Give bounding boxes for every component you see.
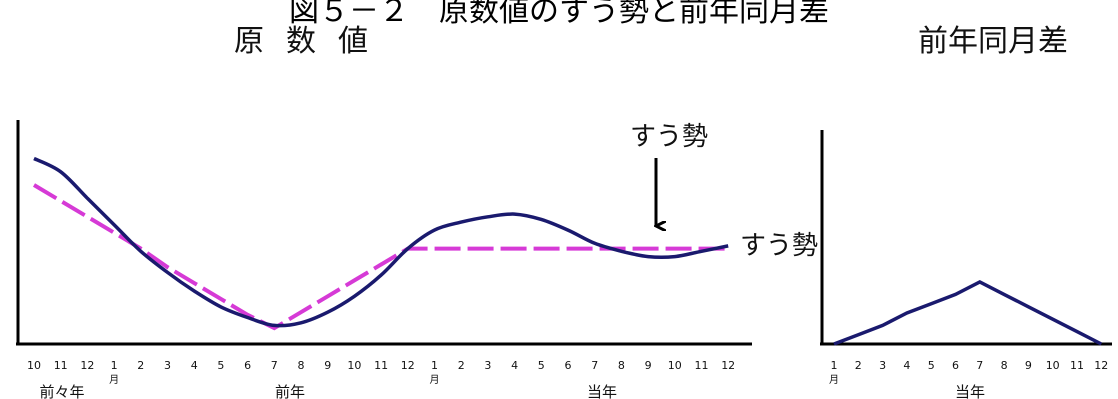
month-tick-label: 7: [976, 359, 983, 372]
month-tick-label: 3: [879, 359, 886, 372]
month-tick-label: 12: [80, 359, 94, 372]
month-tick-label: 1: [831, 359, 838, 372]
month-tick-label: 5: [538, 359, 545, 372]
month-tick-label: 5: [928, 359, 935, 372]
month-tick-label: 9: [645, 359, 652, 372]
month-tick-label: 6: [244, 359, 251, 372]
month-tick-label: 6: [565, 359, 572, 372]
month-tick-label: 3: [164, 359, 171, 372]
month-tick-label: 7: [271, 359, 278, 372]
month-tick-label: 10: [1046, 359, 1060, 372]
left-panel: 10 11 12 1 2 3 4 5 6 7 8 9 10 11 12 1 2 3 4 5 6 7 8 9 10 11 12月 月前々…: [16, 120, 752, 399]
month-tick-label: 3: [484, 359, 491, 372]
yoy-difference-line: [833, 280, 1103, 346]
left-panel-title: 原数値: [234, 24, 390, 59]
trend-annotation-top: すう勢: [630, 122, 708, 152]
month-tick-label: 1: [431, 359, 438, 372]
month-tick-label: 8: [298, 359, 305, 372]
month-tick-label: 11: [54, 359, 68, 372]
month-tick-label: 12: [1094, 359, 1108, 372]
month-tick-label: 11: [695, 359, 709, 372]
month-tick-label: 9: [1025, 359, 1032, 372]
month-kanji-label: 月: [829, 374, 839, 386]
month-tick-label: 11: [374, 359, 388, 372]
month-kanji-label: 月: [430, 374, 440, 386]
trend-annotation-right: すう勢: [740, 231, 818, 261]
month-tick-label: 10: [347, 359, 361, 372]
month-kanji-label: 月: [109, 374, 119, 386]
month-tick-label: 10: [668, 359, 682, 372]
year-label: 前々年: [39, 383, 84, 399]
month-tick-label: 4: [191, 359, 198, 372]
month-tick-label: 1: [111, 359, 118, 372]
month-tick-label: 5: [217, 359, 224, 372]
original-series-line: [33, 156, 729, 328]
trend-line: [32, 183, 729, 331]
month-tick-label: 8: [1001, 359, 1008, 372]
month-tick-label: 4: [903, 359, 910, 372]
month-tick-label: 6: [952, 359, 959, 372]
month-tick-label: 8: [618, 359, 625, 372]
month-tick-label: 11: [1070, 359, 1084, 372]
year-label: 当年: [955, 383, 985, 399]
month-tick-label: 12: [721, 359, 735, 372]
month-tick-label: 9: [324, 359, 331, 372]
right-panel-title: 前年同月差: [918, 24, 1068, 59]
month-tick-label: 10: [27, 359, 41, 372]
month-tick-label: 4: [511, 359, 518, 372]
month-tick-label: 2: [458, 359, 465, 372]
month-tick-label: 2: [855, 359, 862, 372]
month-tick-label: 7: [591, 359, 598, 372]
year-label: 当年: [587, 383, 617, 399]
figure-title: 図５－２ 原数値のすう勢と前年同月差: [289, 0, 829, 29]
month-tick-label: 12: [401, 359, 415, 372]
year-label: 前年: [275, 383, 305, 399]
month-tick-label: 2: [137, 359, 144, 372]
